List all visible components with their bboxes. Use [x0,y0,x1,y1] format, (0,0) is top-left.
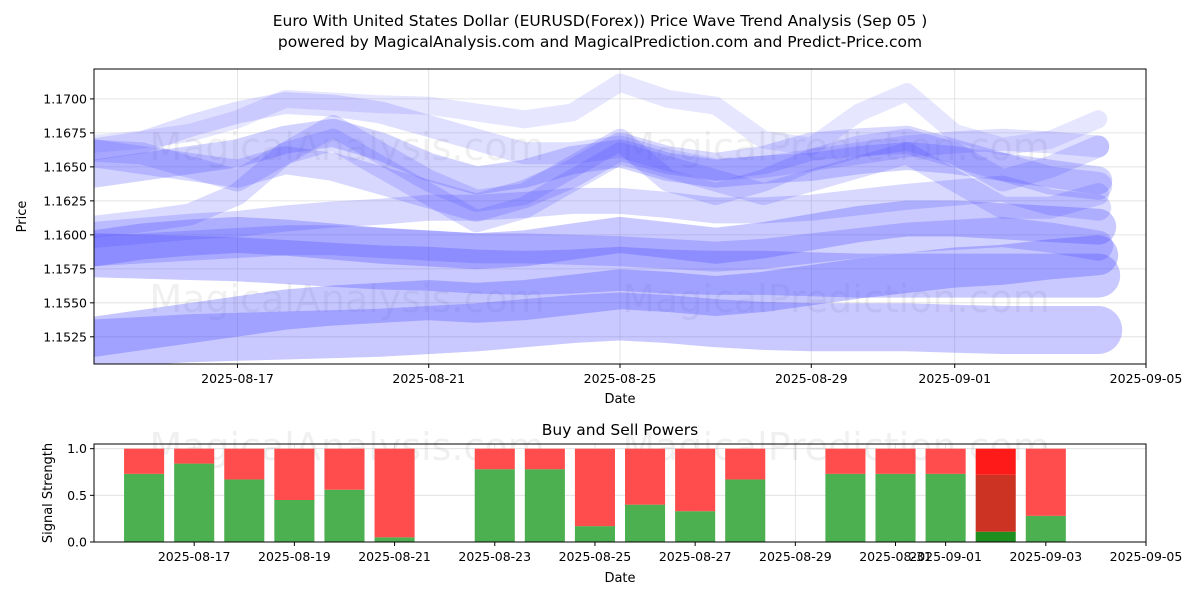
buy-bar-2025-08-27 [675,511,716,542]
buy-bar-2025-08-31 [875,473,916,542]
y-axis-label: Price [15,201,30,233]
sell-bar-2025-08-25 [574,448,615,527]
buy-bar-2025-08-30 [825,473,866,542]
y-axis-label: Signal Strength [41,443,56,543]
x-tick-label: 2025-08-21 [392,371,465,386]
buy-bar-2025-09-03 [1025,515,1066,542]
x-tick-label: 2025-09-01 [918,371,991,386]
x-tick-label: 2025-08-29 [759,549,832,564]
y-tick-label: 1.1650 [43,159,87,174]
sell-bar-2025-08-31 [875,448,916,474]
chart-title: Euro With United States Dollar (EURUSD(F… [273,12,928,30]
price-wave-chart: MagicalAnalysis.com MagicalPrediction.com… [15,68,1183,407]
x-tick-label: 2025-08-23 [458,549,531,564]
x-tick-label: 2025-08-29 [775,371,848,386]
wave-line-wave-9 [94,235,1119,357]
buy-bar-2025-08-25 [574,526,615,542]
sell-bar-2025-08-26 [625,448,666,505]
x-tick-label: 2025-08-17 [158,549,231,564]
buy-bar-2025-08-17 [174,463,215,542]
y-tick-label: 1.1525 [43,329,87,344]
buy-bar-2025-08-24 [524,469,565,542]
wave-line-wave-11 [94,233,1121,298]
wave-line-wave-12 [94,118,1113,195]
sell-bar-lower-2025-09-02 [975,474,1016,532]
x-tick-label: 2025-08-25 [559,549,632,564]
x-tick-label: 2025-09-05 [1110,371,1183,386]
sell-bar-2025-08-23 [474,448,515,470]
y-tick-label: 1.0 [67,441,87,456]
sell-bar-2025-08-20 [324,448,365,490]
watermark-text: MagicalPrediction.com [622,277,1050,321]
wave-line-wave-4 [94,115,1110,212]
sell-bar-2025-08-24 [524,448,565,470]
buy-sell-power-chart: MagicalAnalysis.com MagicalPrediction.com… [41,421,1182,586]
buy-bar-2025-08-16 [124,473,165,542]
x-axis-label: Date [604,571,635,586]
buy-bar-2025-08-18 [224,479,265,542]
watermark-text: MagicalAnalysis.com [149,125,544,169]
chart-subtitle: powered by MagicalAnalysis.com and Magic… [278,33,922,51]
wave-line-wave-3 [94,92,1110,181]
sell-bar-2025-08-21 [374,448,415,538]
watermark-text: MagicalAnalysis.com [149,277,544,321]
y-tick-label: 0.5 [67,488,87,503]
bar-chart-title: Buy and Sell Powers [542,421,699,439]
watermark-text: MagicalPrediction.com [622,125,1050,169]
x-tick-label: 2025-08-31 [859,549,932,564]
x-tick-label: 2025-09-03 [1009,549,1082,564]
buy-bar-2025-08-23 [474,469,515,542]
y-tick-label: 1.1600 [43,227,87,242]
y-tick-label: 1.1625 [43,193,87,208]
y-tick-label: 1.1575 [43,261,87,276]
wave-line-wave-2 [94,217,1114,272]
sell-bar-2025-08-19 [274,448,315,500]
sell-bar-2025-09-02 [975,448,1016,475]
sell-bar-2025-08-30 [825,448,866,474]
sell-bar-2025-09-01 [925,448,966,474]
wave-line-wave-6 [94,128,1110,238]
sell-bar-2025-08-16 [124,448,165,474]
x-tick-label: 2025-08-19 [258,549,331,564]
buy-bar-2025-08-26 [625,504,666,542]
buy-bar-2025-08-19 [274,500,315,542]
sell-bar-2025-08-28 [725,448,766,480]
wave-line-wave-8 [94,200,1117,270]
x-tick-label: 2025-08-25 [584,371,657,386]
watermarks: MagicalAnalysis.com MagicalPrediction.com… [149,125,1049,321]
wave-line-wave-7 [94,125,1113,222]
sell-bar-2025-08-27 [675,448,716,512]
sell-bar-2025-08-18 [224,448,265,480]
y-tick-label: 1.1675 [43,125,87,140]
x-tick-label: 2025-09-05 [1110,549,1183,564]
buy-bar-2025-08-20 [324,489,365,542]
x-axis-label: Date [604,392,635,407]
wave-line-wave-1 [94,175,1112,248]
buy-bar-2025-08-28 [725,479,766,542]
buy-bar-2025-09-02 [975,531,1016,542]
x-tick-label: 2025-08-27 [659,549,732,564]
wave-series-group [94,73,1123,364]
x-tick-label: 2025-08-21 [358,549,431,564]
y-tick-label: 1.1550 [43,295,87,310]
buy-bar-2025-08-21 [374,537,415,542]
x-tick-label: 2025-09-01 [909,549,982,564]
x-tick-label: 2025-08-17 [201,371,274,386]
y-tick-label: 0.0 [67,535,87,550]
sell-bar-2025-08-17 [174,448,215,464]
sell-bar-2025-09-03 [1025,448,1066,516]
plot-frame [93,443,1147,543]
y-tick-label: 1.1700 [43,91,87,106]
wave-line-wave-5 [94,73,1108,156]
wave-line-wave-10 [94,292,1123,364]
buy-bar-2025-09-01 [925,473,966,542]
